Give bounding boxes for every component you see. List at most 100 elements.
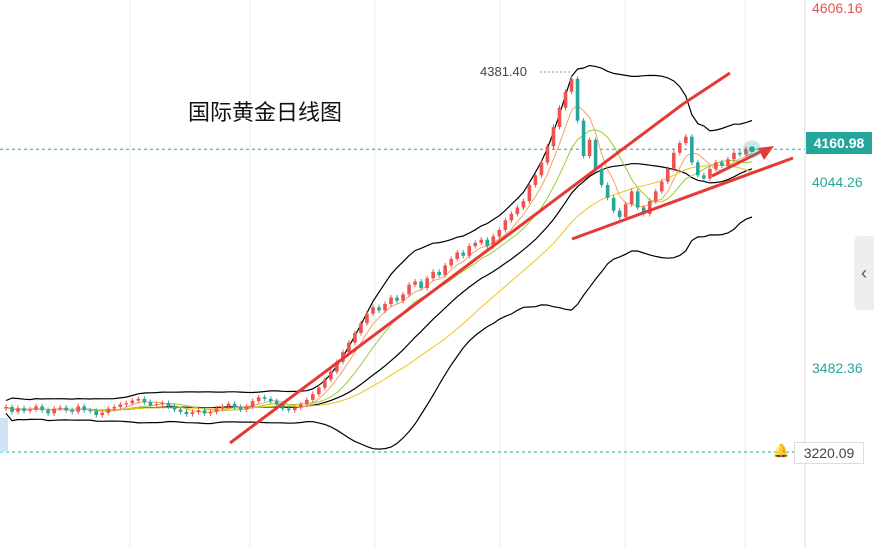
candle-body bbox=[118, 404, 123, 407]
alert-bell-icon[interactable]: 🔔 bbox=[773, 443, 790, 458]
candle-body bbox=[244, 406, 249, 410]
candle-body bbox=[557, 107, 562, 128]
candle-body bbox=[82, 406, 87, 411]
candle-body bbox=[112, 406, 117, 409]
candle-body bbox=[262, 397, 267, 399]
candle-body bbox=[196, 410, 201, 413]
alert-price-badge[interactable]: 3220.09 bbox=[794, 442, 864, 464]
candle-body bbox=[527, 184, 532, 202]
candle-body bbox=[4, 406, 8, 409]
candle-body bbox=[76, 406, 80, 412]
uptrend-line bbox=[229, 102, 684, 445]
axis-tick-mid1: 4044.26 bbox=[812, 174, 863, 190]
candle-body bbox=[70, 410, 74, 412]
candle-body bbox=[178, 409, 183, 412]
candle-body bbox=[690, 136, 694, 163]
candle-body bbox=[684, 136, 688, 144]
candle-body bbox=[274, 401, 279, 405]
candle-body bbox=[413, 281, 417, 285]
candle-body bbox=[124, 403, 129, 405]
candle-body bbox=[635, 191, 640, 208]
candle-body bbox=[208, 411, 213, 414]
axis-tick-mid2: 3482.36 bbox=[812, 360, 863, 376]
forecast-arrow-shaft bbox=[711, 148, 765, 178]
support-trend-line bbox=[571, 156, 794, 241]
candle-body bbox=[521, 201, 526, 208]
candle-body bbox=[214, 408, 219, 412]
candle-body bbox=[142, 398, 147, 403]
candle-body bbox=[497, 230, 502, 237]
candle-body bbox=[130, 400, 135, 404]
candle-body bbox=[250, 401, 255, 407]
candle-body bbox=[184, 411, 189, 415]
candle-body bbox=[545, 146, 550, 163]
candle-body bbox=[190, 412, 195, 415]
uptrend-line-ext bbox=[682, 71, 731, 106]
candle-body bbox=[473, 242, 478, 247]
candle-body bbox=[58, 407, 62, 409]
candle-body bbox=[551, 127, 556, 147]
candle-body bbox=[678, 143, 682, 153]
last-price-dot bbox=[749, 146, 755, 153]
candle-body bbox=[491, 236, 496, 247]
candle-body bbox=[443, 265, 447, 276]
candle-body bbox=[575, 78, 580, 121]
candle-body bbox=[431, 271, 435, 279]
candle-body bbox=[515, 207, 520, 214]
candle-body bbox=[671, 152, 676, 169]
candle-body bbox=[569, 78, 574, 92]
candle-body bbox=[732, 152, 736, 160]
candle-body bbox=[34, 406, 38, 410]
collapse-panel-button[interactable]: ‹ bbox=[854, 236, 874, 310]
candle-body bbox=[647, 201, 652, 214]
candle-body bbox=[449, 258, 453, 266]
candle-body bbox=[587, 139, 592, 156]
candle-body bbox=[172, 406, 177, 410]
candle-body bbox=[593, 139, 598, 169]
candle-body bbox=[16, 408, 20, 412]
candle-body bbox=[292, 407, 297, 411]
candle-body bbox=[94, 410, 99, 416]
candle-body bbox=[256, 397, 261, 402]
candle-body bbox=[389, 297, 393, 305]
candle-body bbox=[629, 191, 634, 205]
candle-body bbox=[226, 403, 231, 407]
bollinger-lower-line bbox=[5, 216, 753, 450]
candle-body bbox=[623, 204, 628, 218]
candle-body bbox=[359, 323, 363, 333]
candle-body bbox=[665, 168, 670, 182]
candle-body bbox=[136, 398, 141, 401]
candle-body bbox=[401, 294, 405, 301]
candle-body bbox=[425, 278, 429, 288]
candle-body bbox=[232, 403, 237, 407]
candle-body bbox=[461, 252, 466, 256]
candle-body bbox=[64, 407, 68, 411]
candle-body bbox=[317, 387, 321, 395]
candle-body bbox=[383, 304, 387, 311]
bollinger-middle-line bbox=[5, 163, 753, 411]
candle-body bbox=[166, 403, 171, 407]
candle-body bbox=[479, 239, 484, 243]
candle-body bbox=[371, 307, 375, 314]
candle-body bbox=[419, 281, 423, 288]
candle-body bbox=[280, 404, 285, 409]
peak-label: 4381.40 bbox=[480, 64, 527, 79]
candle-body bbox=[696, 162, 700, 176]
candle-body bbox=[22, 408, 26, 411]
candle-body bbox=[611, 197, 616, 211]
candle-body bbox=[605, 184, 610, 198]
candle-body bbox=[28, 409, 32, 411]
candle-body bbox=[10, 406, 14, 412]
candle-body bbox=[106, 408, 111, 413]
scroll-hint bbox=[0, 418, 8, 452]
candle-body bbox=[714, 162, 718, 169]
current-price-badge: 4160.98 bbox=[806, 132, 872, 154]
candle-body bbox=[641, 207, 646, 214]
candle-body bbox=[329, 371, 333, 380]
candle-body bbox=[395, 297, 399, 301]
candle-body bbox=[377, 307, 381, 311]
candle-body bbox=[617, 210, 622, 218]
candle-body bbox=[268, 398, 273, 402]
candle-body bbox=[202, 410, 207, 414]
